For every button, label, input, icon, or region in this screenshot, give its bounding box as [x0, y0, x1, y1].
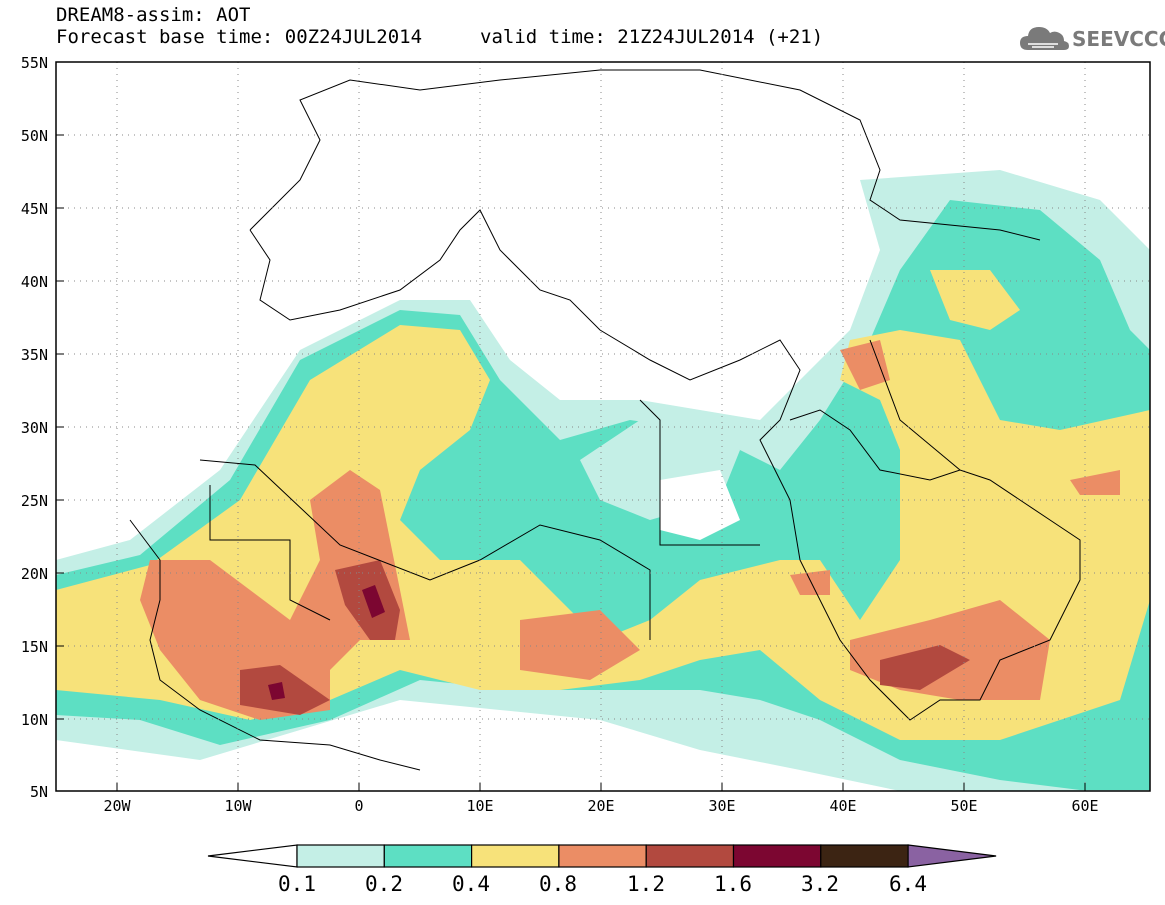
graticule — [56, 62, 1150, 791]
lat-label-5n: 5N — [29, 783, 48, 801]
colorbar-label-0.8: 0.8 — [539, 872, 577, 896]
colorbar-label-0.2: 0.2 — [365, 872, 403, 896]
lat-label-55n: 55N — [20, 54, 48, 72]
seevccc-logo: SEEVCCC — [1018, 22, 1165, 58]
lon-label-20w: 20W — [103, 797, 131, 815]
valid-time: valid time: 21Z24JUL2014 (+21) — [480, 26, 824, 48]
lon-label-50e: 50E — [950, 797, 978, 815]
lon-label-10e: 10E — [466, 797, 494, 815]
lat-label-25n: 25N — [20, 492, 48, 510]
lat-label-30n: 30N — [20, 419, 48, 437]
colorbar-label-1.6: 1.6 — [714, 872, 752, 896]
lat-label-15n: 15N — [20, 638, 48, 656]
lat-label-40n: 40N — [20, 273, 48, 291]
lon-label-0: 0 — [354, 797, 364, 815]
lon-label-30e: 30E — [708, 797, 736, 815]
lat-label-50n: 50N — [20, 127, 48, 145]
lon-label-10w: 10W — [224, 797, 252, 815]
map-title: DREAM8-assim: AOT — [56, 4, 251, 26]
cloud-icon — [1020, 27, 1069, 50]
colorbar-label-0.4: 0.4 — [452, 872, 490, 896]
colorbar-label-1.2: 1.2 — [627, 872, 665, 896]
coastlines — [129, 69, 1081, 771]
lon-label-20e: 20E — [587, 797, 615, 815]
lon-label-40e: 40E — [829, 797, 857, 815]
lat-label-35n: 35N — [20, 346, 48, 364]
lon-label-60e: 60E — [1071, 797, 1099, 815]
lat-label-20n: 20N — [20, 565, 48, 583]
lat-label-10n: 10N — [20, 711, 48, 729]
logo-text: SEEVCCC — [1072, 27, 1165, 51]
colorbar-label-6.4: 6.4 — [889, 872, 927, 896]
forecast-base-time: Forecast base time: 00Z24JUL2014 — [56, 26, 423, 48]
lat-label-45n: 45N — [20, 200, 48, 218]
colorbar-label-3.2: 3.2 — [801, 872, 839, 896]
colorbar-label-0.1: 0.1 — [278, 872, 316, 896]
aot-band-1.6 — [268, 585, 385, 700]
